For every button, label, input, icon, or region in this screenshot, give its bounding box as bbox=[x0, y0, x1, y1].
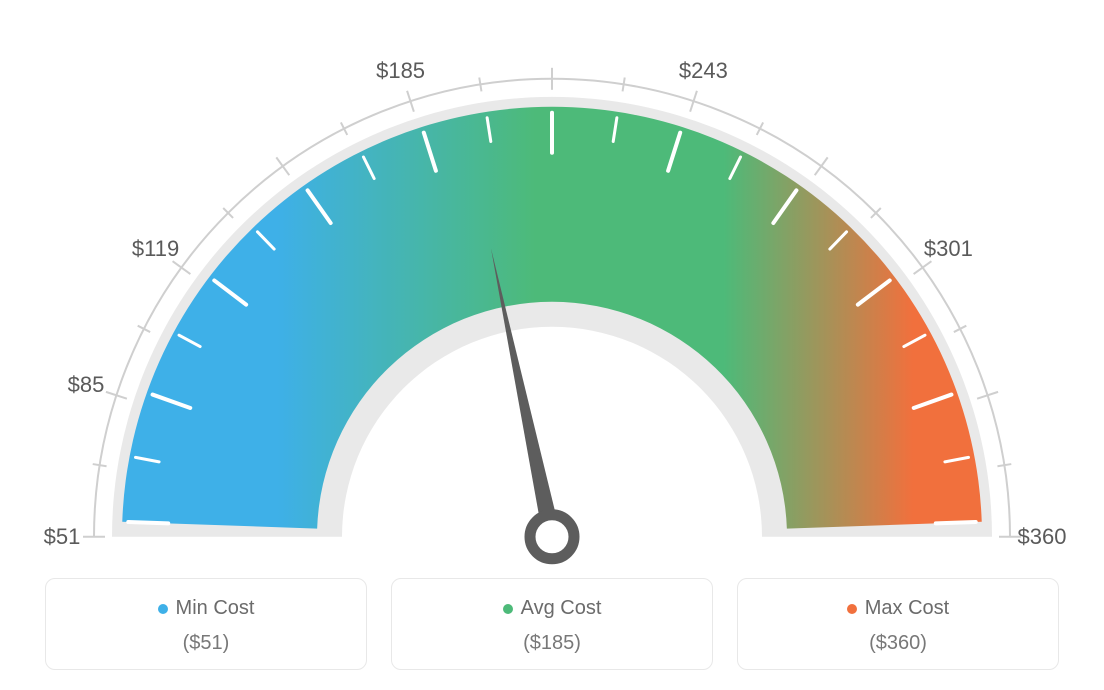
scale-label: $119 bbox=[132, 236, 179, 262]
scale-label: $360 bbox=[1018, 524, 1067, 550]
legend-max-label: Max Cost bbox=[865, 597, 949, 620]
legend-max-box: Max Cost ($360) bbox=[737, 578, 1059, 670]
dot-icon bbox=[158, 604, 168, 614]
scale-label: $185 bbox=[376, 58, 425, 84]
legend-min-box: Min Cost ($51) bbox=[45, 578, 367, 670]
legend-row: Min Cost ($51) Avg Cost ($185) Max Cost … bbox=[45, 578, 1059, 670]
dot-icon bbox=[503, 604, 513, 614]
legend-avg-box: Avg Cost ($185) bbox=[391, 578, 713, 670]
gauge-chart-container: $51 $85 $119 $185 $243 $301 $360 Min Cost ($51… bbox=[0, 0, 1104, 690]
legend-min-title: Min Cost bbox=[158, 597, 255, 620]
dot-icon bbox=[847, 604, 857, 614]
scale-label: $85 bbox=[68, 372, 105, 398]
scale-label: $51 bbox=[44, 524, 81, 550]
gauge-canvas-wrap: $51$85$119$185$243$301$360 bbox=[52, 40, 1052, 580]
legend-avg-value: ($185) bbox=[392, 632, 712, 655]
legend-min-label: Min Cost bbox=[176, 597, 255, 620]
legend-max-title: Max Cost bbox=[847, 597, 949, 620]
legend-avg-label: Avg Cost bbox=[521, 597, 602, 620]
gauge-svg bbox=[52, 40, 1052, 580]
legend-min-value: ($51) bbox=[46, 632, 366, 655]
legend-avg-title: Avg Cost bbox=[503, 597, 602, 620]
scale-label: $301 bbox=[924, 236, 973, 262]
legend-max-value: ($360) bbox=[738, 632, 1058, 655]
scale-label: $243 bbox=[679, 58, 728, 84]
